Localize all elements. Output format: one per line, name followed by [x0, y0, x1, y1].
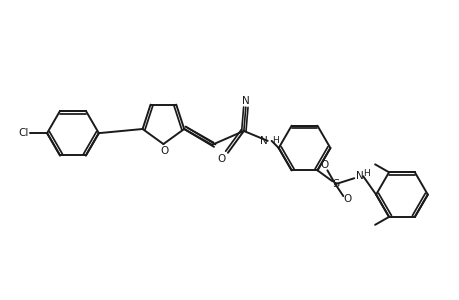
Text: N: N — [356, 171, 363, 181]
Text: O: O — [160, 146, 168, 156]
Text: H: H — [362, 169, 369, 178]
Text: N: N — [241, 96, 249, 106]
Text: H: H — [271, 136, 278, 146]
Text: O: O — [218, 154, 226, 164]
Text: O: O — [342, 194, 351, 204]
Text: N: N — [259, 136, 267, 146]
Text: O: O — [319, 160, 328, 170]
Text: S: S — [331, 179, 338, 189]
Text: Cl: Cl — [18, 128, 28, 138]
